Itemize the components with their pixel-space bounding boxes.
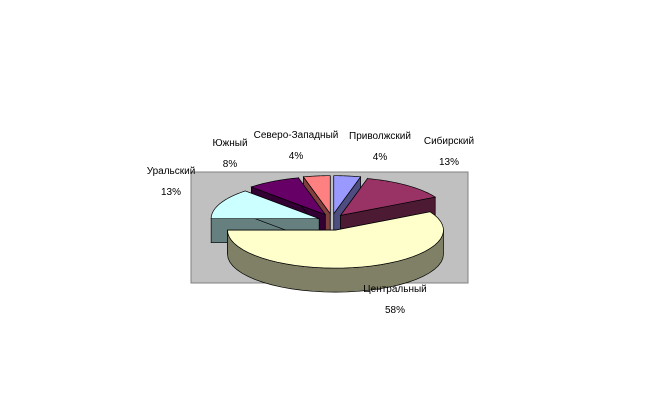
label-sibirsky: Сибирский 13%	[423, 136, 475, 168]
slice-top	[333, 175, 362, 215]
slice-top	[210, 190, 320, 220]
label-severo-zapadny: Северо-Западный 4%	[253, 130, 339, 162]
slice-top	[302, 175, 331, 215]
label-uralsky: Уральский 13%	[146, 166, 196, 198]
slice-2	[227, 211, 444, 293]
slice-top	[339, 178, 437, 216]
label-privolzhsky: Приволжский 4%	[349, 131, 411, 163]
label-centralny: Центральный 58%	[363, 284, 427, 316]
label-yuzhny: Южный 8%	[212, 138, 248, 170]
slice-top	[227, 211, 444, 269]
slice-top	[250, 177, 327, 216]
